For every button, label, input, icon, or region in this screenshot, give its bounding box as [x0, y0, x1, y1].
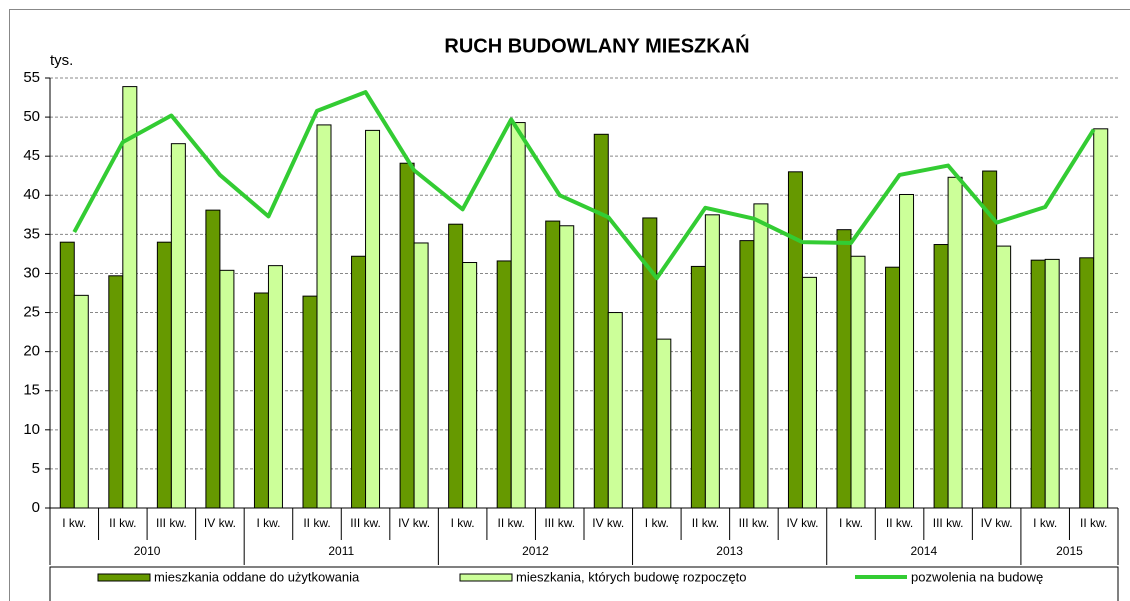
y-tick-label: 35 — [23, 225, 40, 242]
bar — [59, 241, 75, 509]
bar — [559, 225, 575, 509]
line — [72, 90, 1096, 281]
legend-label: pozwolenia na budowę — [911, 569, 1043, 584]
bar — [1093, 128, 1109, 509]
bar — [170, 143, 186, 509]
year-label: 2015 — [1056, 544, 1083, 558]
bar — [1030, 259, 1046, 509]
x-tick-label: IV kw. — [592, 516, 624, 530]
y-tick-label: 10 — [23, 421, 40, 438]
x-tick-label: II kw. — [692, 516, 719, 530]
x-tick-label: IV kw. — [981, 516, 1013, 530]
bar — [219, 269, 235, 509]
bar — [739, 240, 755, 509]
y-tick-label: 50 — [23, 108, 40, 125]
x-tick-label: III kw. — [156, 516, 187, 530]
x-tick-label: I kw. — [256, 516, 280, 530]
bar — [656, 338, 672, 509]
y-tick-label: 0 — [32, 499, 40, 516]
x-tick-label: I kw. — [451, 516, 475, 530]
year-label: 2011 — [328, 544, 354, 558]
bar — [801, 276, 817, 509]
bar — [156, 241, 172, 509]
legend-swatch — [97, 573, 151, 582]
x-tick-label: II kw. — [1080, 516, 1107, 530]
bar — [496, 260, 512, 509]
legend-box — [49, 566, 1119, 601]
x-tick-label: III kw. — [544, 516, 575, 530]
year-label: 2012 — [522, 544, 549, 558]
bar — [1044, 258, 1060, 509]
legend-swatch — [459, 573, 513, 582]
y-tick-label: 15 — [23, 382, 40, 399]
bar — [753, 203, 769, 509]
bar — [122, 86, 138, 509]
bar — [108, 275, 124, 509]
legend-label: mieszkania, których budowę rozpoczęto — [516, 569, 747, 584]
x-tick-label: I kw. — [1033, 516, 1057, 530]
bar — [73, 294, 89, 509]
x-tick-label: II kw. — [886, 516, 913, 530]
bar — [607, 312, 623, 509]
x-tick-label: II kw. — [498, 516, 525, 530]
y-tick-label: 55 — [23, 69, 40, 86]
bar — [933, 244, 949, 509]
x-tick-label: I kw. — [645, 516, 669, 530]
bar — [413, 242, 429, 509]
bar — [545, 220, 561, 509]
year-label: 2010 — [134, 544, 161, 558]
bar — [253, 292, 269, 509]
x-tick-label: I kw. — [62, 516, 86, 530]
bar — [351, 255, 367, 509]
year-label: 2014 — [910, 544, 937, 558]
bar — [1079, 257, 1095, 509]
bar — [885, 266, 901, 509]
y-tick-label: 5 — [32, 460, 40, 477]
bar — [365, 129, 381, 509]
x-tick-label: II kw. — [303, 516, 330, 530]
bar — [267, 265, 283, 509]
bar — [899, 193, 915, 509]
bar — [510, 122, 526, 509]
y-tick-label: 30 — [23, 264, 40, 281]
chart-title: RUCH BUDOWLANY MIESZKAŃ — [444, 34, 749, 57]
x-tick-label: III kw. — [739, 516, 770, 530]
bar — [316, 124, 332, 509]
x-tick-label: IV kw. — [398, 516, 430, 530]
x-tick-label: III kw. — [933, 516, 964, 530]
bar — [205, 209, 221, 509]
x-tick-label: IV kw. — [786, 516, 818, 530]
y-tick-label: 45 — [23, 147, 40, 164]
x-tick-label: I kw. — [839, 516, 863, 530]
bar — [787, 171, 803, 509]
bar — [996, 245, 1012, 509]
bar — [836, 229, 852, 509]
y-axis-label: tys. — [50, 52, 73, 69]
y-tick-label: 25 — [23, 304, 40, 321]
bar — [399, 162, 415, 509]
bar — [448, 223, 464, 509]
year-label: 2013 — [716, 544, 743, 558]
x-tick-label: IV kw. — [204, 516, 236, 530]
bar — [593, 133, 609, 509]
x-tick-label: II kw. — [109, 516, 136, 530]
legend-label: mieszkania oddane do użytkowania — [154, 569, 360, 584]
bar — [850, 255, 866, 509]
x-tick-label: III kw. — [350, 516, 381, 530]
bar — [302, 295, 318, 509]
bar — [947, 176, 963, 509]
bar — [462, 262, 478, 509]
bar — [704, 214, 720, 509]
bar — [690, 265, 706, 509]
y-tick-label: 40 — [23, 186, 40, 203]
y-tick-label: 20 — [23, 343, 40, 360]
